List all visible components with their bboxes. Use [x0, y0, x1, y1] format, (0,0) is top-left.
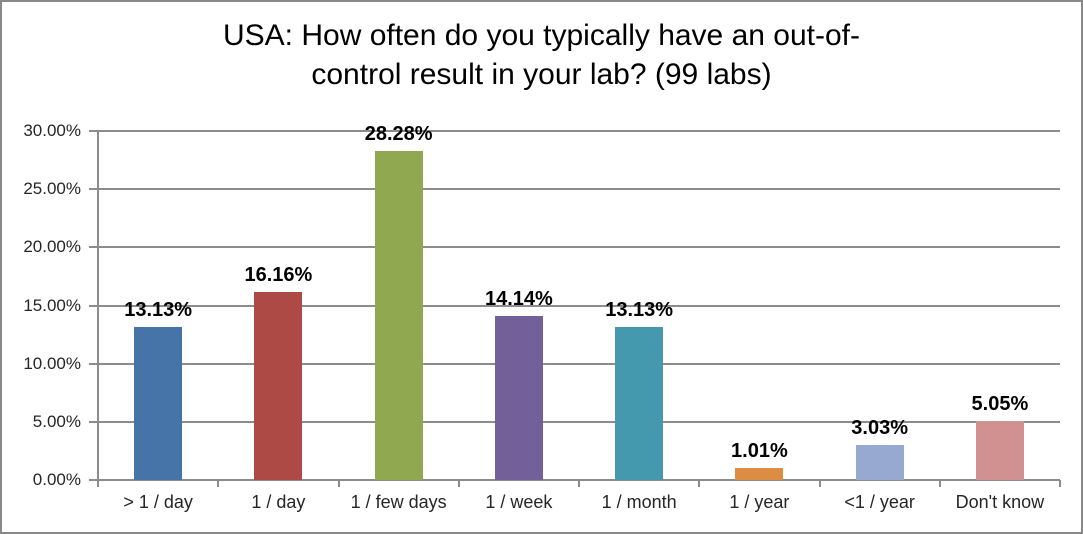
x-axis-category-label: <1 / year: [844, 492, 915, 512]
x-axis-tick: [97, 480, 99, 487]
gridline: [98, 362, 1060, 365]
y-axis-tick: [89, 246, 98, 249]
gridline: [98, 420, 1060, 423]
bar-value-label: 5.05%: [971, 393, 1029, 416]
x-axis-category-label: > 1 / day: [123, 492, 193, 512]
x-axis-category-label: 1 / day: [251, 492, 306, 512]
y-axis-tick-label: 15.00%: [23, 295, 81, 315]
x-axis-labels: > 1 / day 1 / day 1 / few days 1 / week 1 / …: [98, 491, 1060, 521]
x-axis-tick: [217, 480, 220, 487]
chart-title-line1: USA: How often do you typically have an …: [222, 19, 860, 52]
bar-value-label: 16.16%: [244, 264, 313, 287]
x-axis-category-label: 1 / few days: [350, 492, 447, 512]
y-axis-labels: 0.00% 5.00% 10.00% 15.00% 20.00% 25.00% 30.00%: [2, 121, 84, 489]
bar-value-label: 13.13%: [124, 299, 193, 322]
gridline: [98, 130, 1060, 132]
bar-value-label: 28.28%: [364, 123, 433, 146]
x-axis-tick: [818, 480, 821, 487]
y-axis-tick: [89, 362, 98, 365]
y-axis-tick: [89, 479, 98, 481]
y-axis-tick-label: 5.00%: [32, 411, 81, 431]
bar: [975, 421, 1024, 480]
x-axis-tick: [457, 480, 460, 487]
y-axis-tick: [89, 130, 98, 132]
x-axis-category-label: 1 / month: [601, 492, 677, 512]
chart-title: USA: How often do you typically have an …: [2, 16, 1081, 94]
x-axis-category-label: Don't know: [955, 492, 1045, 512]
y-axis-tick: [89, 188, 98, 191]
bar-value-label: 14.14%: [484, 287, 553, 310]
y-axis-tick: [89, 420, 98, 423]
y-axis-tick-label: 10.00%: [23, 353, 81, 373]
bar: [134, 327, 183, 480]
bar-value-label: 13.13%: [605, 299, 674, 322]
x-axis-tick: [938, 480, 941, 487]
bar: [494, 315, 543, 480]
y-axis-line: [97, 130, 99, 481]
x-axis-category-label: 1 / year: [729, 492, 790, 512]
bar: [855, 444, 904, 480]
gridline: [98, 304, 1060, 307]
gridline: [98, 188, 1060, 191]
y-axis-tick-label: 25.00%: [23, 179, 81, 199]
bar-value-label: 3.03%: [851, 416, 908, 439]
bar: [615, 327, 664, 480]
x-axis-tick: [578, 480, 580, 487]
bar: [254, 292, 303, 480]
gridline: [98, 246, 1060, 249]
plot-area: 13.13% 16.16% 28.28% 14.14% 13.13% 1.01% 3.03%…: [89, 123, 1061, 487]
x-axis-tick: [1059, 480, 1061, 487]
bar: [374, 151, 423, 480]
y-axis-tick-label: 0.00%: [32, 470, 81, 489]
y-axis-tick-label: 30.00%: [23, 121, 81, 140]
y-axis-tick-label: 20.00%: [23, 237, 81, 257]
chart-title-line2: control result in your lab? (99 labs): [311, 58, 772, 91]
bar-value-label: 1.01%: [731, 440, 788, 463]
x-axis-tick: [698, 480, 701, 487]
x-axis-category-label: 1 / week: [485, 492, 553, 512]
bar: [735, 468, 784, 480]
x-axis-tick: [337, 480, 340, 487]
y-axis-tick: [89, 304, 98, 307]
